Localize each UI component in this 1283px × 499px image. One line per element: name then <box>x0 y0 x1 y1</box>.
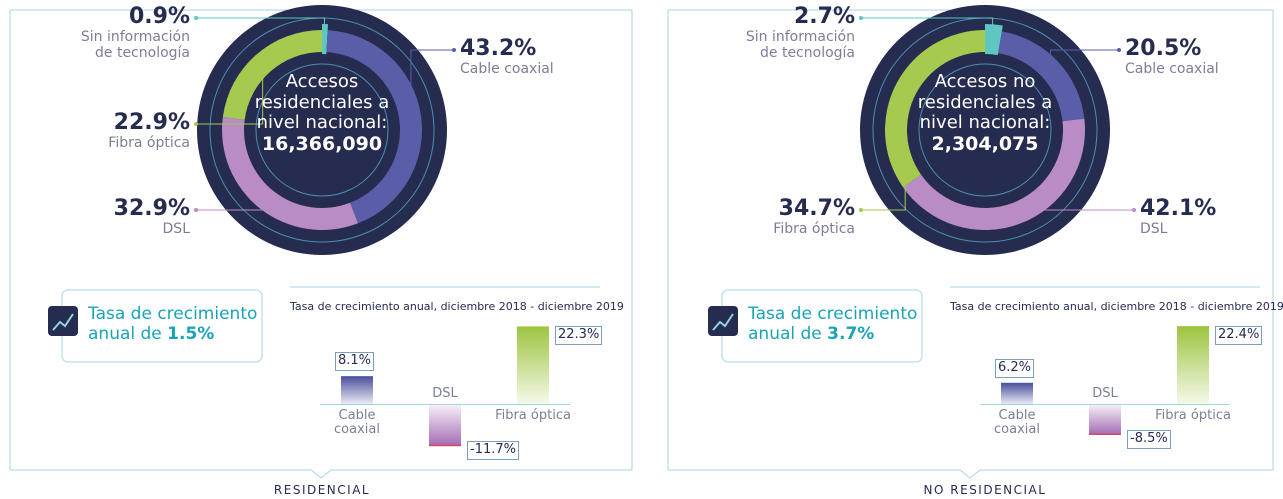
segment-label: 32.9% DSL <box>20 196 190 237</box>
donut-ring-line <box>255 63 389 197</box>
segment-value: 0.9% <box>128 4 190 29</box>
segment-name: DSL <box>162 221 190 238</box>
bar <box>1177 326 1209 405</box>
segment-label: 22.9% Fibra óptica <box>20 110 190 151</box>
leader-line <box>410 49 454 117</box>
leader-line <box>861 17 994 41</box>
bar <box>1001 382 1033 405</box>
growth-text: Tasa de crecimiento anual de 3.7% <box>748 304 918 344</box>
center-label: Accesos residenciales a nivel nacional: 1… <box>242 71 402 156</box>
panel-frame <box>667 9 1274 479</box>
panel-frame <box>9 9 633 479</box>
bar-category: Fibra óptica <box>495 407 571 423</box>
segment-name: Fibra óptica <box>773 221 855 238</box>
segment-value: 42.1% <box>1140 196 1217 221</box>
leader-line <box>196 17 326 41</box>
leader-dot <box>194 16 198 20</box>
segment-name: Cable coaxial <box>1125 61 1219 78</box>
leader-line <box>196 62 264 125</box>
leader-dot <box>859 208 863 212</box>
segment-value: 20.5% <box>1125 36 1202 61</box>
growth-caption: Tasa de crecimiento anual de <box>748 304 918 344</box>
bar-value-label: 6.2% <box>995 358 1035 378</box>
center-text: Accesos residenciales a nivel nacional: <box>254 71 390 134</box>
leader-line <box>196 200 267 211</box>
bar-value-label: -8.5% <box>1127 430 1171 450</box>
leader-dot <box>859 16 863 20</box>
center-total: 2,304,075 <box>931 133 1039 156</box>
segment-value: 2.7% <box>793 4 855 29</box>
growth-icon-line <box>52 313 74 331</box>
leader-line <box>1049 49 1119 69</box>
segment-name: Cable coaxial <box>460 61 554 78</box>
segment-value: 34.7% <box>778 196 855 221</box>
bar-value-label: 22.3% <box>555 326 603 346</box>
center-label: Accesos no residenciales a nivel naciona… <box>905 71 1065 156</box>
segment-value: 22.9% <box>113 110 190 135</box>
panel-label: NO RESIDENCIAL <box>923 483 1047 497</box>
bar <box>517 326 549 405</box>
leader-dot <box>452 48 456 52</box>
panel-label: RESIDENCIAL <box>273 483 371 497</box>
bar-value-label: -11.7% <box>467 441 519 461</box>
segment-value: 32.9% <box>113 196 190 221</box>
growth-text: Tasa de crecimiento anual de 1.5% <box>88 304 258 344</box>
donut-segment <box>985 24 1003 56</box>
bar <box>341 376 373 405</box>
bar-category: Fibra óptica <box>1155 407 1231 423</box>
bar-category: Cable coaxial <box>334 407 380 438</box>
donut-segment <box>998 31 1085 122</box>
bar <box>1089 404 1121 435</box>
segment-label: 2.7% Sin información de tecnología <box>685 4 855 61</box>
growth-icon <box>708 306 738 336</box>
growth-value: 3.7% <box>827 323 875 344</box>
leader-dot <box>1117 48 1121 52</box>
bar-category: DSL <box>1092 385 1118 401</box>
center-text: Accesos no residenciales a nivel naciona… <box>917 71 1053 134</box>
leader-dot <box>194 208 198 212</box>
growth-value: 1.5% <box>167 323 215 344</box>
bar-title: Tasa de crecimiento anual, diciembre 201… <box>950 300 1283 313</box>
bar-category: Cable coaxial <box>994 407 1040 438</box>
segment-label: 34.7% Fibra óptica <box>685 196 855 237</box>
donut-segment <box>222 116 358 230</box>
donut-segment <box>903 118 1085 230</box>
bar <box>429 404 461 446</box>
leader-line <box>861 88 906 211</box>
leader-dot <box>194 122 198 126</box>
leader-dot <box>1132 208 1136 212</box>
segment-label: 20.5% Cable coaxial <box>1125 36 1283 77</box>
segment-name: Sin información de tecnología <box>80 29 190 62</box>
segment-label: 0.9% Sin información de tecnología <box>20 4 190 61</box>
segment-label: 43.2% Cable coaxial <box>460 36 630 77</box>
segment-value: 43.2% <box>460 36 537 61</box>
donut-ring-line <box>918 63 1052 197</box>
donut-segment <box>222 30 322 120</box>
growth-caption: Tasa de crecimiento anual de <box>88 304 258 344</box>
segment-name: Fibra óptica <box>108 135 190 152</box>
segment-label: 42.1% DSL <box>1140 196 1283 237</box>
segment-name: DSL <box>1140 221 1168 238</box>
donut-segment <box>884 30 985 188</box>
bar-category: DSL <box>432 385 458 401</box>
center-total: 16,366,090 <box>261 133 383 156</box>
leader-line <box>1016 209 1134 215</box>
donut-segment <box>326 30 422 224</box>
bar-title: Tasa de crecimiento anual, diciembre 201… <box>290 300 624 313</box>
bar-value-label: 8.1% <box>335 352 375 372</box>
growth-icon <box>48 306 78 336</box>
bar-value-label: 22.4% <box>1215 326 1263 346</box>
growth-icon-line <box>712 313 734 331</box>
segment-name: Sin información de tecnología <box>745 29 855 62</box>
